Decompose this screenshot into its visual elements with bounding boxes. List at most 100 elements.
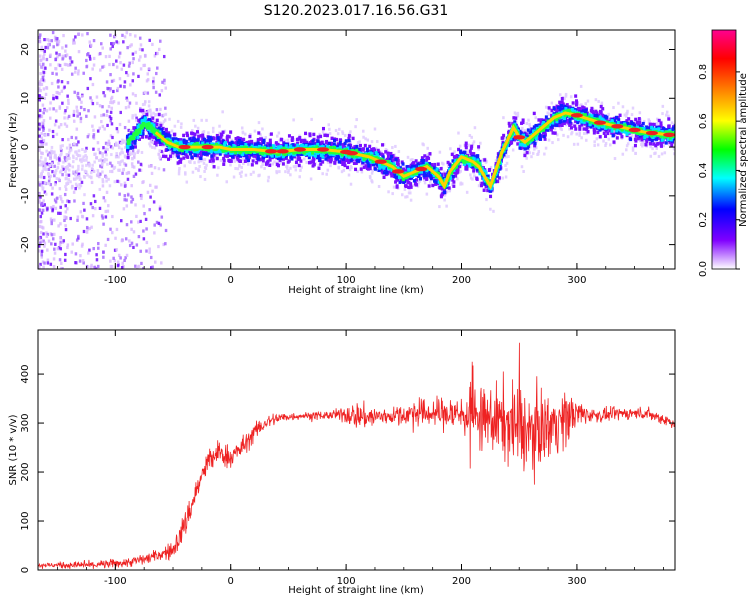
heatmap-speckle	[148, 247, 151, 251]
heatmap-cell	[470, 144, 474, 149]
heatmap-speckle	[349, 165, 353, 169]
heatmap-speckle	[617, 101, 620, 105]
heatmap-speckle	[131, 197, 135, 202]
heatmap-cell	[227, 158, 231, 163]
heatmap-cell	[433, 182, 437, 186]
heatmap-cell	[425, 158, 429, 162]
heatmap-speckle	[59, 152, 63, 156]
heatmap-speckle	[96, 174, 100, 178]
heatmap-speckle	[61, 144, 64, 148]
heatmap-speckle	[92, 135, 95, 139]
heatmap-speckle	[101, 178, 104, 182]
heatmap-speckle	[159, 39, 162, 43]
heatmap-speckle	[277, 131, 281, 135]
heatmap-speckle	[638, 111, 642, 115]
heatmap-speckle	[101, 170, 104, 174]
heatmap-speckle	[118, 122, 122, 127]
heatmap-cell	[423, 154, 427, 158]
heatmap-speckle	[221, 151, 225, 155]
heatmap-cell	[469, 151, 473, 156]
heatmap-speckle	[173, 124, 177, 128]
heatmap-cell	[568, 105, 572, 109]
heatmap-cell	[259, 137, 263, 141]
heatmap-cell	[145, 112, 149, 117]
heatmap-speckle	[98, 104, 102, 108]
heatmap-speckle	[564, 92, 568, 96]
heatmap-speckle	[121, 141, 125, 145]
heatmap-cell	[222, 158, 226, 163]
heatmap-cell	[190, 131, 194, 135]
heatmap-speckle	[48, 157, 52, 161]
heatmap-speckle	[46, 38, 50, 42]
heatmap-speckle	[38, 80, 42, 84]
heatmap-speckle	[67, 151, 71, 155]
heatmap-speckle	[665, 113, 668, 117]
heatmap-speckle	[41, 151, 44, 156]
heatmap-speckle	[42, 142, 45, 146]
heatmap-speckle	[100, 214, 104, 218]
heatmap-speckle	[88, 40, 92, 44]
heatmap-speckle	[153, 260, 157, 264]
heatmap-cell	[377, 168, 381, 173]
heatmap-speckle	[101, 161, 104, 165]
heatmap-cell	[556, 105, 560, 110]
heatmap-speckle	[146, 72, 150, 76]
chart-title: S120.2023.017.16.56.G31	[264, 3, 449, 19]
heatmap-cell	[635, 120, 639, 125]
heatmap-speckle	[544, 105, 548, 109]
heatmap-speckle	[326, 160, 330, 164]
heatmap-speckle	[91, 101, 95, 106]
heatmap-cell	[592, 111, 596, 115]
heatmap-cell	[215, 156, 219, 161]
heatmap-cell	[599, 104, 603, 109]
heatmap-speckle	[443, 198, 446, 202]
heatmap-cell	[532, 111, 536, 116]
heatmap-speckle	[317, 163, 321, 167]
heatmap-speckle	[129, 83, 132, 87]
heatmap-speckle	[41, 169, 44, 173]
heatmap-speckle	[63, 215, 66, 219]
heatmap-marks	[38, 30, 675, 269]
heatmap-cell	[382, 171, 386, 175]
heatmap-speckle	[564, 94, 568, 98]
heatmap-cell	[427, 184, 431, 188]
heatmap-speckle	[72, 109, 76, 114]
heatmap-cell	[247, 155, 251, 160]
heatmap-speckle	[43, 261, 46, 265]
heatmap-speckle	[88, 248, 91, 252]
heatmap-cell	[601, 107, 605, 111]
heatmap-speckle	[116, 143, 120, 147]
heatmap-cell	[537, 118, 541, 122]
heatmap-speckle	[40, 201, 44, 205]
heatmap-cell	[344, 139, 348, 143]
heatmap-speckle	[94, 206, 97, 211]
heatmap-cell	[162, 132, 166, 137]
heatmap-speckle	[40, 65, 44, 69]
heatmap-speckle	[43, 96, 46, 100]
heatmap-speckle	[387, 190, 390, 194]
heatmap-speckle	[133, 154, 136, 159]
heatmap-speckle	[61, 46, 64, 50]
heatmap-speckle	[140, 194, 143, 198]
heatmap-speckle	[362, 135, 365, 139]
heatmap-speckle	[98, 206, 102, 210]
heatmap-cell	[390, 171, 394, 175]
heatmap-speckle	[48, 128, 51, 132]
heatmap-speckle	[621, 105, 625, 109]
heatmap-cell	[557, 123, 561, 128]
heatmap-cell	[379, 152, 383, 156]
heatmap-speckle	[52, 45, 55, 49]
heatmap-speckle	[197, 132, 200, 136]
heatmap-cell	[227, 135, 231, 139]
heatmap-cell	[388, 157, 392, 162]
heatmap-speckle	[131, 116, 134, 120]
heatmap-speckle	[122, 207, 126, 211]
heatmap-speckle	[593, 140, 596, 144]
heatmap-speckle	[44, 181, 47, 185]
heatmap-cell	[575, 99, 579, 103]
heatmap-speckle	[88, 227, 92, 231]
heatmap-speckle	[103, 94, 107, 98]
heatmap-speckle	[100, 164, 103, 169]
heatmap-speckle	[78, 154, 82, 158]
heatmap-speckle	[660, 152, 664, 156]
